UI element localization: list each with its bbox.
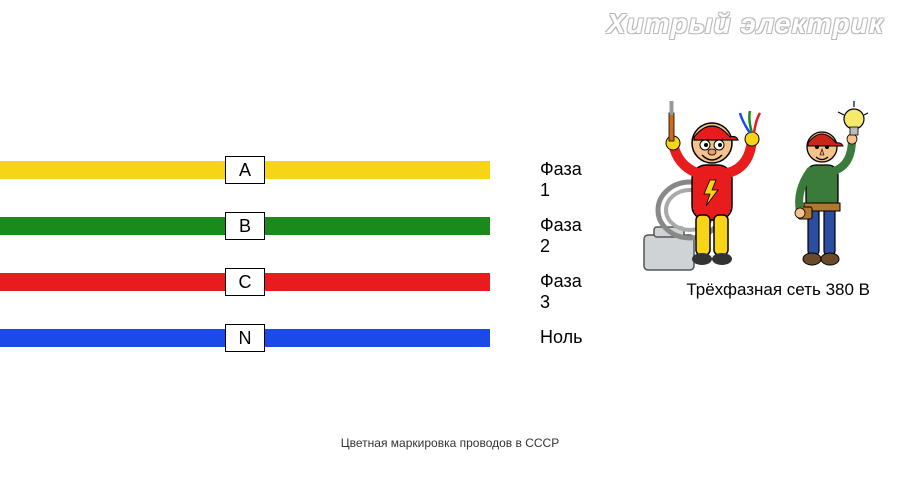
wire-name-label: Фаза 1 bbox=[540, 159, 582, 201]
wires-diagram: A Фаза 1 B Фаза 2 C Фаза 3 N Ноль bbox=[0, 145, 520, 369]
wire-letter-box: A bbox=[225, 156, 265, 184]
wire-letter-box: N bbox=[225, 324, 265, 352]
wire-name-label: Фаза 2 bbox=[540, 215, 582, 257]
watermark-text: Хитрый электрик bbox=[607, 8, 884, 40]
electrician-left-icon bbox=[642, 95, 772, 280]
wire-row: A Фаза 1 bbox=[0, 145, 520, 195]
subtitle-text: Трёхфазная сеть 380 В bbox=[686, 280, 870, 300]
wire-letter-box: C bbox=[225, 268, 265, 296]
wire-letter-box: B bbox=[225, 212, 265, 240]
caption-text: Цветная маркировка проводов в СССР bbox=[341, 436, 559, 450]
wire-row: N Ноль bbox=[0, 313, 520, 363]
wire-row: C Фаза 3 bbox=[0, 257, 520, 307]
electrician-right-icon bbox=[778, 95, 868, 280]
electricians-illustration bbox=[640, 90, 870, 280]
wire-row: B Фаза 2 bbox=[0, 201, 520, 251]
wire-name-label: Ноль bbox=[540, 327, 583, 348]
wire-name-label: Фаза 3 bbox=[540, 271, 582, 313]
